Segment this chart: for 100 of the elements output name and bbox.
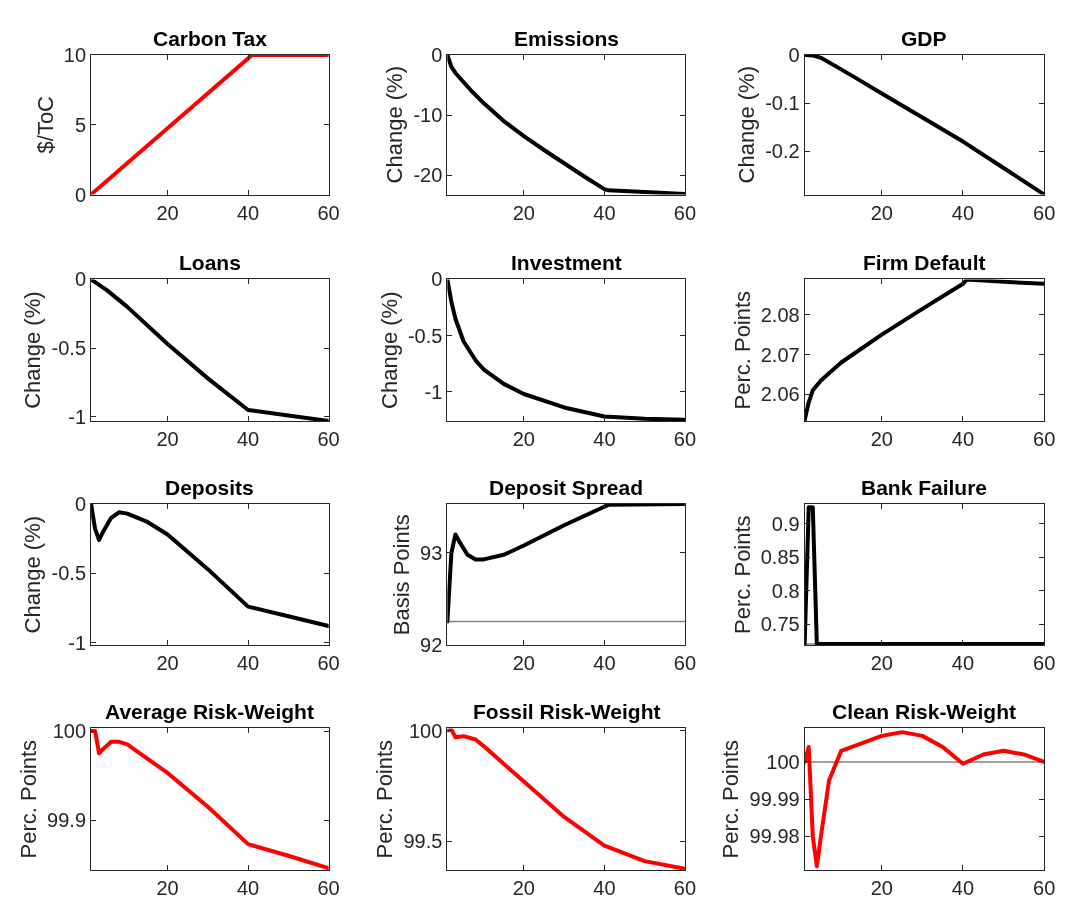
line-series [91,279,329,421]
x-tick-label: 60 [317,201,340,224]
y-tick-label: 10 [63,43,87,66]
y-tick-label: 0.75 [760,613,800,636]
y-tick-label: -0.5 [51,562,87,585]
y-tick-label: 0 [788,43,800,66]
y-tick-label: 100 [408,719,443,742]
y-tick-label: 100 [766,750,800,773]
y-tick-label: -20 [413,164,443,187]
x-tick-label: 60 [1033,652,1056,675]
chart-title: Emissions [514,27,620,50]
chart-title: Investment [511,251,622,274]
x-tick-label: 40 [951,201,975,224]
y-axis-title: Change (%) [382,66,408,184]
y-axis-title: Change (%) [734,66,759,184]
line-series [447,279,685,421]
y-tick-label: 99.9 [47,809,87,832]
line-series [447,503,685,624]
chart-title: Average Risk-Weight [105,700,314,723]
x-tick-label: 60 [673,201,697,224]
y-axis-title: Basis Points [388,514,414,636]
line-series [804,730,1045,869]
y-tick-label: -1 [68,405,87,428]
x-tick-label: 20 [512,652,535,675]
y-tick-label: 0.9 [771,512,800,535]
y-tick-label: -1 [68,631,87,654]
x-tick-label: 40 [951,427,975,450]
y-tick-label: -0.5 [407,324,443,347]
y-tick-label: 0.85 [760,546,800,569]
y-axis-title: Perc. Points [729,290,755,410]
y-tick-label: 0 [74,268,87,291]
y-tick-label: 99.99 [749,788,800,811]
y-tick-label: -0.2 [765,140,800,163]
x-tick-label: 40 [593,652,616,675]
y-tick-label: 5 [74,113,87,136]
y-axis-title: Perc. Points [729,515,755,634]
x-tick-label: 20 [156,201,179,224]
chart-title: Fossil Risk-Weight [473,700,661,723]
y-tick-label: 100 [52,720,87,743]
line-series [804,54,1045,195]
x-tick-label: 20 [156,652,179,675]
y-tick-label: 0.8 [771,579,800,602]
x-tick-label: 60 [317,876,340,899]
y-tick-label: 0 [74,183,87,206]
y-tick-label: 92 [420,634,443,657]
y-axis-title: Perc. Points [15,739,41,859]
chart-title: Clean Risk-Weight [832,700,1016,723]
y-tick-label: 2.07 [760,343,800,366]
y-tick-label: 0 [74,492,87,515]
y-tick-label: 99.98 [749,825,800,848]
y-tick-label: 0 [431,268,443,291]
y-axis-title: Perc. Points [372,739,398,859]
y-tick-label: 99.5 [403,830,443,853]
chart-title: GDP [901,27,947,50]
y-tick-label: -0.1 [765,92,800,115]
y-tick-label: 93 [420,541,443,564]
y-tick-label: -1 [424,380,443,403]
x-tick-label: 40 [236,427,260,450]
line-series [91,729,329,870]
y-tick-label: 2.06 [760,383,800,406]
chart-title: Carbon Tax [153,27,268,50]
x-tick-label: 40 [593,876,616,899]
x-tick-label: 40 [236,876,260,899]
chart-title: Loans [179,251,241,274]
y-tick-label: 2.08 [760,303,800,326]
y-axis-title: $/ToC [32,95,58,154]
y-tick-label: -0.5 [51,337,87,360]
chart-title: Bank Failure [861,476,988,499]
x-tick-label: 20 [870,876,893,899]
x-tick-label: 60 [673,876,697,899]
chart-title: Firm Default [863,251,986,274]
x-tick-label: 20 [156,427,179,450]
x-tick-label: 40 [593,427,616,450]
x-tick-label: 40 [593,201,616,224]
x-tick-label: 60 [1033,427,1056,450]
line-series [91,503,329,629]
x-tick-label: 40 [236,652,260,675]
x-tick-label: 40 [236,201,260,224]
x-tick-label: 20 [156,876,179,899]
x-tick-label: 60 [673,652,697,675]
y-axis-title: Perc. Points [718,739,744,859]
x-tick-label: 60 [1033,876,1056,899]
y-tick-label: 0 [431,43,443,66]
x-tick-label: 60 [317,652,340,675]
y-axis-title: Change (%) [20,515,46,634]
x-tick-label: 20 [512,427,535,450]
x-tick-label: 60 [1033,201,1056,224]
x-tick-label: 20 [512,876,535,899]
y-axis-title: Change (%) [376,291,402,409]
x-tick-label: 20 [870,652,893,675]
chart-title: Deposit Spread [489,476,644,499]
y-tick-label: -10 [413,104,443,127]
line-series [804,279,1045,421]
x-tick-label: 40 [951,876,975,899]
x-tick-label: 20 [512,201,535,224]
x-tick-label: 40 [951,652,975,675]
line-series [447,728,685,870]
x-tick-label: 60 [317,427,340,450]
y-axis-title: Change (%) [20,291,46,409]
x-tick-label: 60 [673,427,697,450]
